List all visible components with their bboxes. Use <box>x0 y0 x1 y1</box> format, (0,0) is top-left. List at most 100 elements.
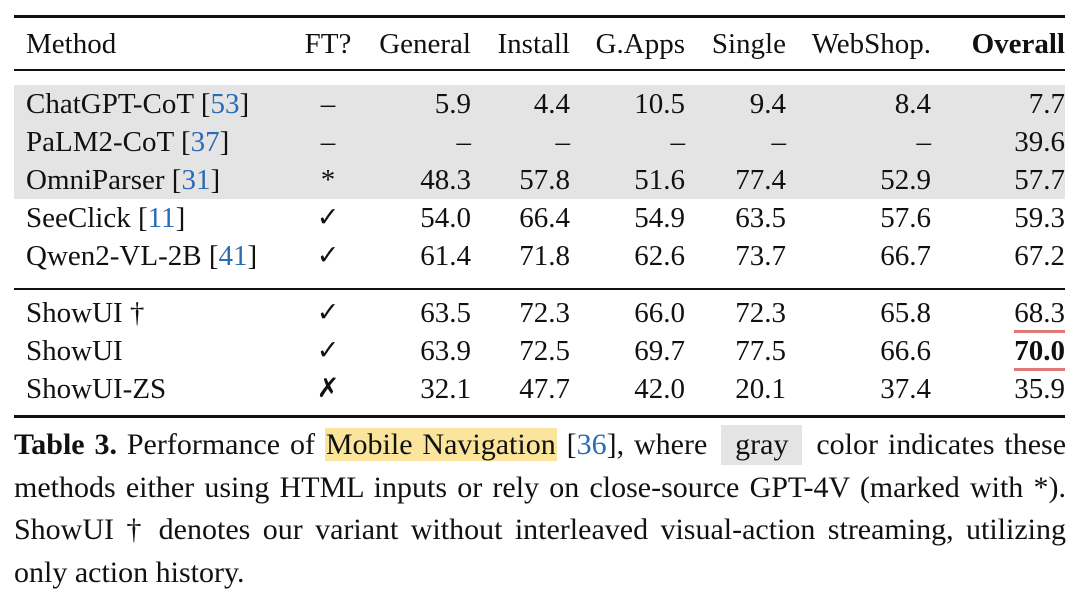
single-cell: 9.4 <box>749 88 786 120</box>
method-cell: ChatGPT-CoT [53] <box>26 88 250 120</box>
checkmark-icon: ✓ <box>316 297 340 328</box>
general-cell: 54.0 <box>420 202 471 234</box>
gray-shaded-rows <box>14 85 1065 199</box>
general-cell: 32.1 <box>420 373 471 405</box>
gapps-cell: 62.6 <box>634 240 685 272</box>
general-cell: 63.9 <box>420 335 471 367</box>
method-cell: PaLM2-CoT [37] <box>26 126 230 158</box>
webshop-cell: 57.6 <box>880 202 931 234</box>
single-cell: 20.1 <box>735 373 786 405</box>
header-rule <box>14 69 1065 71</box>
header-overall: Overall <box>971 28 1065 60</box>
webshop-cell: 65.8 <box>880 297 931 329</box>
method-cell: ShowUI-ZS <box>26 373 167 405</box>
general-cell: 61.4 <box>420 240 471 272</box>
table-row: ShowUI † ✓ 63.5 72.3 66.0 72.3 65.8 68.3 <box>14 289 1065 333</box>
general-cell: – <box>456 126 472 158</box>
header-webshop: WebShop. <box>811 28 931 60</box>
single-cell: 73.7 <box>735 240 786 272</box>
gapps-cell: 10.5 <box>634 88 685 120</box>
install-cell: 66.4 <box>519 202 570 234</box>
table-row: ShowUI-ZS ✗ 32.1 47.7 42.0 20.1 37.4 35.… <box>14 370 1065 408</box>
checkmark-icon: ✓ <box>316 202 340 233</box>
overall-cell: 68.3 <box>931 289 1065 333</box>
caption-label: Table 3. <box>14 428 117 461</box>
citation-link[interactable]: 53 <box>210 88 240 120</box>
header-ft: FT? <box>304 28 352 60</box>
method-cell: Qwen2-VL-2B [41] <box>26 240 258 272</box>
group-separator-rule <box>14 288 1065 290</box>
overall-cell: 35.9 <box>1014 373 1065 405</box>
gapps-cell: 54.9 <box>634 202 685 234</box>
webshop-cell: 66.7 <box>880 240 931 272</box>
gapps-cell: 51.6 <box>634 164 685 196</box>
checkmark-icon: ✓ <box>316 240 340 271</box>
table-caption: Table 3. Performance of Mobile Navigatio… <box>14 424 1066 594</box>
header-install: Install <box>497 28 571 60</box>
table-bottom-rule <box>14 415 1065 418</box>
install-cell: 47.7 <box>519 373 570 405</box>
single-cell: 77.4 <box>735 164 786 196</box>
second-best-underline: 68.3 <box>1014 297 1065 333</box>
header-method: Method <box>26 28 117 60</box>
table-row: SeeClick [11] ✓ 54.0 66.4 54.9 63.5 57.6… <box>14 199 1065 237</box>
install-cell: 72.3 <box>519 297 570 329</box>
table-header: Method FT? General Install G.Apps Single… <box>14 20 1065 68</box>
single-cell: 77.5 <box>735 335 786 367</box>
general-cell: 63.5 <box>420 297 471 329</box>
ft-cell: – <box>320 88 336 120</box>
method-cell: ShowUI † <box>26 297 145 329</box>
gray-swatch: gray <box>721 425 803 465</box>
ft-cell: – <box>320 126 336 158</box>
table-top-rule <box>14 15 1065 18</box>
checkmark-icon: ✓ <box>316 335 340 366</box>
overall-cell: 67.2 <box>1014 240 1065 272</box>
table-row: OmniParser [31] * 48.3 57.8 51.6 77.4 52… <box>14 161 1065 199</box>
gapps-cell: 66.0 <box>634 297 685 329</box>
install-cell: 4.4 <box>533 88 570 120</box>
webshop-cell: 66.6 <box>880 335 931 367</box>
overall-cell: 7.7 <box>1028 88 1065 120</box>
citation-link[interactable]: 31 <box>181 164 211 196</box>
single-cell: – <box>771 126 787 158</box>
table-row: Qwen2-VL-2B [41] ✓ 61.4 71.8 62.6 73.7 6… <box>14 237 1065 275</box>
webshop-cell: 8.4 <box>894 88 931 120</box>
overall-cell: 57.7 <box>1014 164 1065 196</box>
overall-cell: 70.0 <box>931 332 1065 371</box>
ft-cell: * <box>320 164 336 196</box>
table-row: ChatGPT-CoT [53] – 5.9 4.4 10.5 9.4 8.4 … <box>14 70 1065 123</box>
general-cell: 5.9 <box>434 88 471 120</box>
overall-cell: 59.3 <box>1014 202 1065 234</box>
install-cell: – <box>555 126 571 158</box>
single-cell: 63.5 <box>735 202 786 234</box>
header-gapps: G.Apps <box>595 28 685 60</box>
gapps-cell: 42.0 <box>634 373 685 405</box>
table-row: PaLM2-CoT [37] – – – – – – 39.6 <box>14 123 1065 161</box>
general-cell: 48.3 <box>420 164 471 196</box>
cross-icon: ✗ <box>316 373 340 404</box>
install-cell: 72.5 <box>519 335 570 367</box>
method-cell: OmniParser [31] <box>26 164 221 196</box>
citation-link[interactable]: 37 <box>190 126 220 158</box>
method-cell: SeeClick [11] <box>26 202 186 234</box>
table-group-baselines: ChatGPT-CoT [53] – 5.9 4.4 10.5 9.4 8.4 … <box>14 70 1065 275</box>
citation-link[interactable]: 11 <box>147 202 176 234</box>
webshop-cell: 37.4 <box>880 373 931 405</box>
citation-link[interactable]: 36 <box>576 428 607 461</box>
webshop-cell: 52.9 <box>880 164 931 196</box>
single-cell: 72.3 <box>735 297 786 329</box>
install-cell: 71.8 <box>519 240 570 272</box>
method-cell: ShowUI <box>26 335 123 367</box>
install-cell: 57.8 <box>519 164 570 196</box>
overall-cell: 39.6 <box>1014 126 1065 158</box>
highlighted-term: Mobile Navigation <box>324 428 557 461</box>
citation-link[interactable]: 41 <box>218 240 248 272</box>
table-group-showui: ShowUI † ✓ 63.5 72.3 66.0 72.3 65.8 68.3… <box>14 289 1065 408</box>
gapps-cell: – <box>670 126 686 158</box>
table-row: ShowUI ✓ 63.9 72.5 69.7 77.5 66.6 70.0 <box>14 332 1065 371</box>
header-single: Single <box>711 28 786 60</box>
webshop-cell: – <box>916 126 932 158</box>
gapps-cell: 69.7 <box>634 335 685 367</box>
header-general: General <box>379 28 471 60</box>
best-result-underline: 70.0 <box>1014 335 1065 371</box>
